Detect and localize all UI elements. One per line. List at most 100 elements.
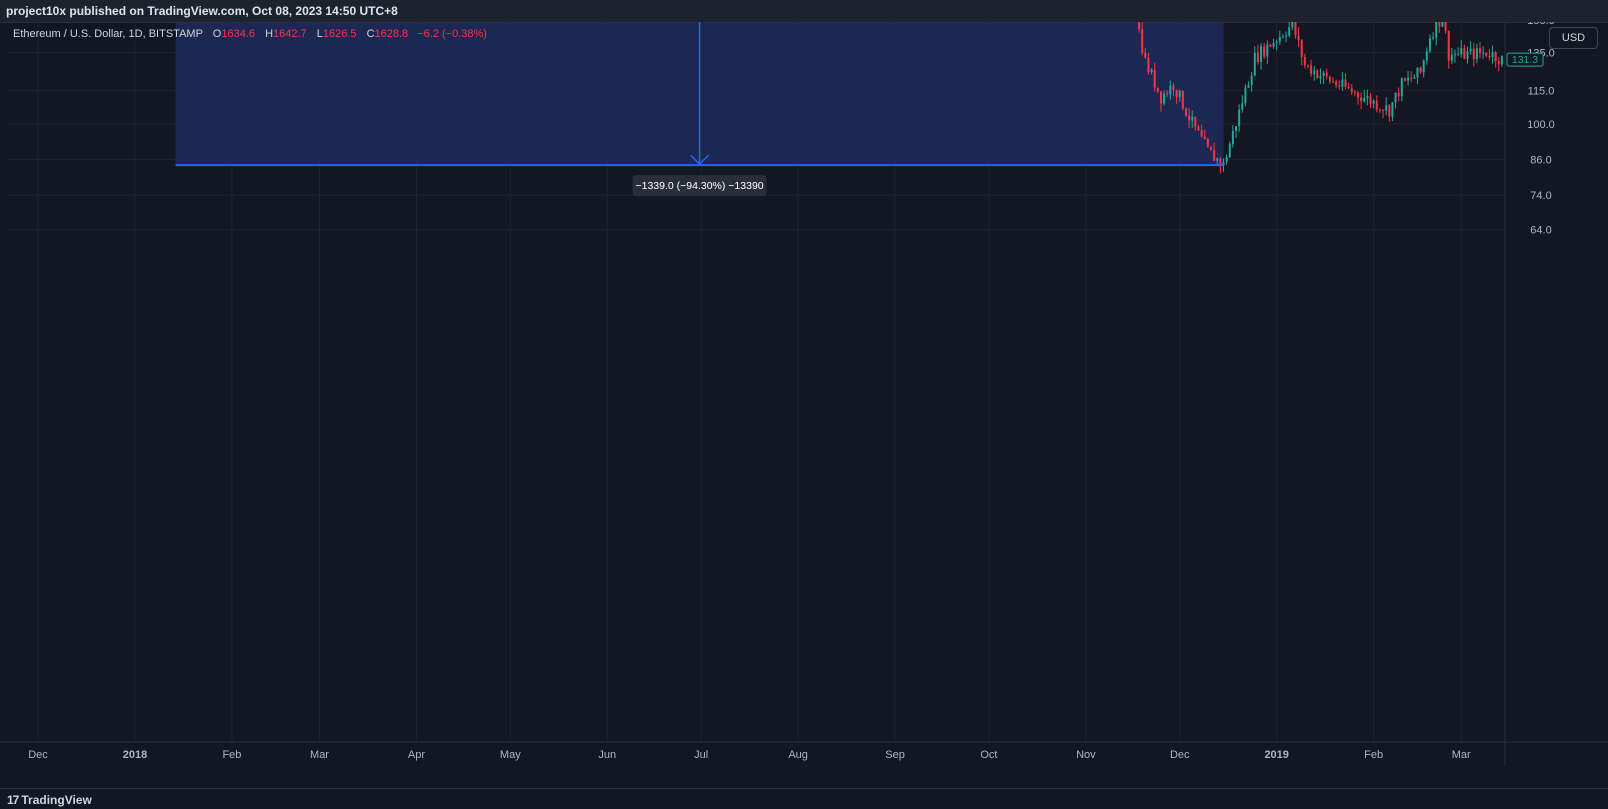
candle-body — [1479, 48, 1482, 53]
candle-body — [1438, 22, 1441, 27]
candle-body — [1150, 69, 1153, 73]
candle-body — [1335, 81, 1338, 86]
price-tick-label: 74.0 — [1530, 190, 1551, 202]
candle-body — [1388, 105, 1391, 117]
tv-logo-icon: 17 — [7, 793, 19, 807]
candle-body — [1494, 52, 1497, 62]
time-tick-label: May — [500, 749, 521, 761]
candle-body — [1475, 48, 1478, 60]
candle-body — [1275, 41, 1278, 43]
candle-body — [1360, 97, 1363, 102]
candle-body — [1391, 102, 1394, 117]
time-tick-label: Jun — [598, 749, 616, 761]
candle-body — [1447, 30, 1450, 61]
low-value: 1626.5 — [322, 28, 357, 40]
candle-body — [1213, 150, 1216, 161]
candle-body — [1306, 65, 1309, 67]
candle-body — [1225, 157, 1228, 163]
candle-body — [1372, 100, 1375, 104]
footer: 17 TradingView — [0, 788, 1608, 809]
candle-body — [1469, 48, 1472, 52]
candle-body — [1278, 36, 1281, 42]
price-tick-label: 86.0 — [1530, 155, 1551, 167]
candle-body — [1347, 86, 1350, 89]
candle-body — [1375, 100, 1378, 110]
candle-body — [1253, 52, 1256, 76]
candle-body — [1310, 65, 1313, 74]
candle-body — [1444, 22, 1447, 31]
candle-body — [1382, 110, 1385, 112]
candle-body — [1466, 51, 1469, 59]
candle-body — [1244, 87, 1247, 104]
measure-label-box — [632, 175, 767, 197]
candle-body — [1188, 115, 1191, 121]
candle-body — [1219, 158, 1222, 166]
change-value: −6.2 (−0.38%) — [417, 28, 487, 40]
candle-body — [1175, 90, 1178, 97]
candlestick-series — [1138, 22, 1503, 174]
candle-body — [1316, 70, 1319, 78]
candle-body — [1472, 48, 1475, 60]
close-label: C — [366, 28, 375, 40]
candle-body — [1441, 22, 1444, 27]
candle-body — [1482, 52, 1485, 54]
candle-body — [1194, 116, 1197, 127]
candle-body — [1344, 79, 1347, 87]
candle-body — [1238, 109, 1241, 127]
candle-body — [1366, 96, 1369, 99]
time-tick-label: 2019 — [1264, 749, 1288, 761]
candle-body — [1457, 54, 1460, 56]
candle-body — [1200, 130, 1203, 137]
candle-body — [1206, 139, 1209, 147]
candle-body — [1428, 38, 1431, 52]
time-tick-label: Feb — [222, 749, 241, 761]
currency-button[interactable]: USD — [1549, 27, 1598, 49]
candle-body — [1500, 55, 1503, 65]
time-tick-label: Mar — [310, 749, 329, 761]
candle-body — [1191, 116, 1194, 121]
candle-body — [1419, 67, 1422, 73]
high-label: H — [265, 28, 274, 40]
time-tick-label: Oct — [980, 749, 997, 761]
candle-body — [1416, 67, 1419, 78]
candle-body — [1291, 22, 1294, 28]
time-tick-label: Nov — [1076, 749, 1096, 761]
candle-body — [1319, 75, 1322, 78]
publish-info: project10x published on TradingView.com,… — [6, 4, 398, 18]
candle-body — [1184, 108, 1187, 116]
candle-body — [1141, 29, 1144, 53]
time-tick-label: Feb — [1364, 749, 1383, 761]
candle-body — [1147, 57, 1150, 73]
close-value: 1628.8 — [374, 28, 409, 40]
candle-body — [1341, 79, 1344, 87]
candle-body — [1288, 27, 1291, 36]
candle-body — [1272, 42, 1275, 47]
candle-body — [1353, 92, 1356, 94]
candle-body — [1385, 105, 1388, 111]
tradingview-logo[interactable]: 17 TradingView — [7, 793, 92, 807]
candle-body — [1491, 52, 1494, 58]
time-tick-label: Aug — [788, 749, 808, 761]
candle-body — [1425, 51, 1428, 61]
candle-body — [1403, 78, 1406, 81]
candle-body — [1413, 77, 1416, 79]
brand-name: TradingView — [21, 793, 92, 807]
candle-body — [1266, 44, 1269, 57]
measure-tool-lines: −1339.0 (−94.30%) −13390 — [175, 22, 1224, 197]
price-tick-label: 64.0 — [1530, 225, 1551, 237]
candle-body — [1203, 136, 1206, 140]
candle-body — [1285, 35, 1288, 37]
candle-body — [1159, 91, 1162, 104]
candle-body — [1156, 87, 1159, 92]
symbol-legend: Ethereum / U.S. Dollar, 1D, BITSTAMP O16… — [13, 28, 487, 40]
candle-body — [1400, 78, 1403, 97]
last-value-badge-bg — [1506, 52, 1544, 67]
candle-body — [1163, 93, 1166, 104]
candle-body — [1178, 90, 1181, 97]
chart-pane[interactable]: −1339.0 (−94.30%) −13390 1900.01400.0120… — [0, 22, 1608, 788]
time-tick-label: Sep — [885, 749, 905, 761]
time-tick-label: Mar — [1452, 749, 1471, 761]
publish-header: project10x published on TradingView.com,… — [0, 0, 1608, 23]
price-chart[interactable]: −1339.0 (−94.30%) −13390 1900.01400.0120… — [0, 22, 1608, 788]
candle-body — [1228, 144, 1231, 158]
